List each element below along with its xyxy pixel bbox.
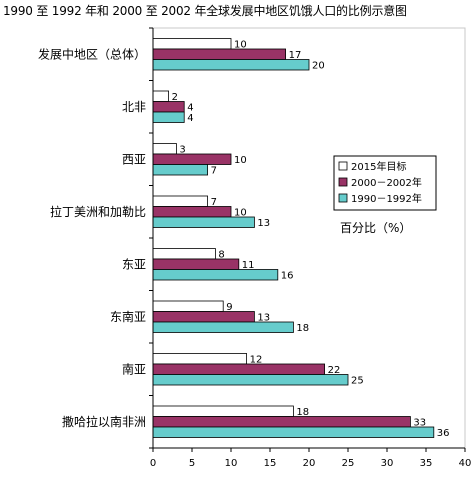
legend-swatch-1990-1992年	[338, 193, 348, 203]
data-label-东亚-2000-2002年: 11	[242, 260, 255, 271]
data-label-西亚-1990-1992年: 7	[211, 166, 217, 177]
data-label-发展中地区-总体-2000-2002年: 17	[289, 50, 302, 61]
data-label-拉丁美洲和加勒比-2015年目标: 7	[211, 197, 217, 208]
bar-南亚-1990-1992年	[152, 374, 349, 386]
data-label-南亚-1990-1992年: 25	[351, 376, 364, 387]
bar-东南亚-2000-2002年	[152, 311, 255, 323]
bar-发展中地区-总体-2015年目标	[152, 38, 232, 50]
x-tick-label-30: 30	[381, 458, 394, 469]
data-label-南亚-2000-2002年: 22	[328, 365, 341, 376]
x-tick-label-5: 5	[189, 458, 195, 469]
category-label-南亚: 南亚	[122, 361, 146, 376]
data-label-北非-2000-2002年: 4	[187, 103, 193, 114]
data-label-发展中地区-总体-2015年目标: 10	[234, 40, 247, 51]
bar-东亚-1990-1992年	[152, 269, 279, 281]
x-tick-label-25: 25	[342, 458, 355, 469]
bar-北非-1990-1992年	[152, 111, 185, 123]
category-label-东亚: 东亚	[122, 257, 146, 271]
bar-拉丁美洲和加勒比-2015年目标	[152, 195, 208, 207]
category-label-东南亚: 东南亚	[110, 309, 146, 324]
data-label-东南亚-1990-1992年: 18	[296, 323, 309, 334]
x-tick-label-40: 40	[459, 458, 472, 469]
data-label-东南亚-2015年目标: 9	[226, 302, 232, 313]
data-label-东亚-1990-1992年: 16	[281, 271, 294, 282]
bar-北非-2015年目标	[152, 90, 169, 102]
data-label-北非-2015年目标: 2	[172, 92, 178, 103]
chart-title: 1990 至 1992 年和 2000 至 2002 年全球发展中地区饥饿人口的…	[3, 4, 407, 18]
data-label-拉丁美洲和加勒比-1990-1992年: 13	[257, 218, 270, 229]
bar-东南亚-1990-1992年	[152, 321, 294, 333]
category-label-发展中地区-总体: 发展中地区（总体）	[38, 46, 146, 61]
legend-box	[333, 155, 437, 211]
bar-西亚-1990-1992年	[152, 164, 208, 176]
data-label-西亚-2015年目标: 3	[179, 145, 185, 156]
x-tick-label-0: 0	[150, 458, 156, 469]
bar-发展中地区-总体-1990-1992年	[152, 59, 310, 71]
data-label-撒哈拉以南非洲-2000-2002年: 33	[413, 418, 426, 429]
bar-西亚-2015年目标	[152, 143, 177, 155]
data-label-南亚-2015年目标: 12	[250, 355, 263, 366]
data-label-撒哈拉以南非洲-1990-1992年: 36	[437, 428, 450, 439]
bar-拉丁美洲和加勒比-1990-1992年	[152, 216, 255, 228]
bar-撒哈拉以南非洲-2015年目标	[152, 405, 294, 417]
x-axis-title: 百分比（%）	[340, 221, 411, 235]
x-tick-label-15: 15	[264, 458, 277, 469]
x-tick-label-20: 20	[303, 458, 316, 469]
bar-南亚-2000-2002年	[152, 363, 326, 375]
legend-label-1990-1992年: 1990－1992年	[351, 192, 422, 205]
data-label-北非-1990-1992年: 4	[187, 113, 193, 124]
bar-东南亚-2015年目标	[152, 300, 224, 312]
data-label-发展中地区-总体-1990-1992年: 20	[312, 61, 325, 72]
bar-撒哈拉以南非洲-2000-2002年	[152, 416, 411, 428]
category-label-西亚: 西亚	[122, 152, 146, 166]
x-tick-label-35: 35	[420, 458, 433, 469]
data-label-西亚-2000-2002年: 10	[234, 155, 247, 166]
legend-swatch-2015年目标	[338, 161, 348, 171]
bar-南亚-2015年目标	[152, 353, 247, 365]
data-label-东亚-2015年目标: 8	[218, 250, 224, 261]
category-label-撒哈拉以南非洲: 撒哈拉以南非洲	[62, 414, 146, 429]
bar-拉丁美洲和加勒比-2000-2002年	[152, 206, 232, 218]
bar-发展中地区-总体-2000-2002年	[152, 48, 287, 60]
bar-东亚-2015年目标	[152, 248, 216, 260]
bar-北非-2000-2002年	[152, 101, 185, 113]
legend-label-2000-2002年: 2000－2002年	[351, 176, 422, 189]
bar-撒哈拉以南非洲-1990-1992年	[152, 426, 435, 438]
bar-西亚-2000-2002年	[152, 153, 232, 165]
bar-东亚-2000-2002年	[152, 258, 240, 270]
category-label-拉丁美洲和加勒比: 拉丁美洲和加勒比	[50, 204, 146, 219]
x-tick-label-10: 10	[225, 458, 238, 469]
category-label-北非: 北非	[122, 100, 146, 114]
legend-swatch-2000-2002年	[338, 177, 348, 187]
legend-label-2015年目标: 2015年目标	[351, 160, 406, 173]
data-label-撒哈拉以南非洲-2015年目标: 18	[296, 407, 309, 418]
data-label-拉丁美洲和加勒比-2000-2002年: 10	[234, 208, 247, 219]
data-label-东南亚-2000-2002年: 13	[257, 313, 270, 324]
